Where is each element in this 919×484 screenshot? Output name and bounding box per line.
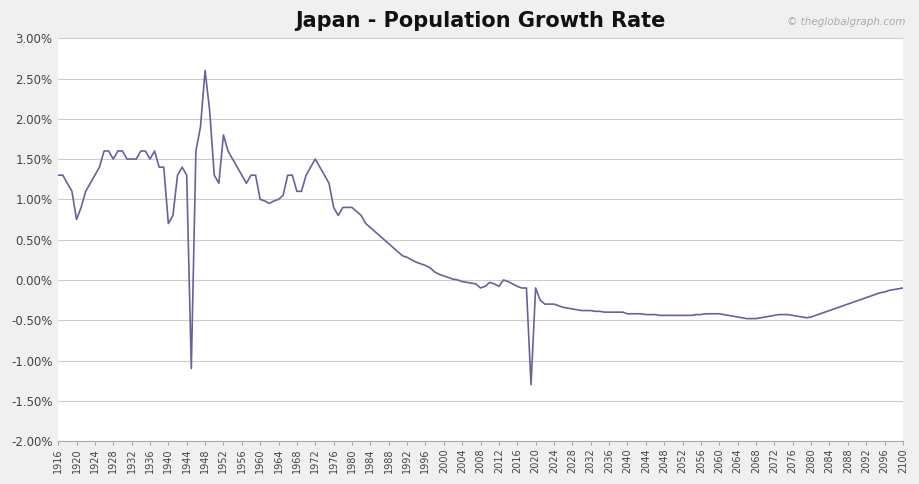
Title: Japan - Population Growth Rate: Japan - Population Growth Rate	[295, 11, 665, 31]
Text: © theglobalgraph.com: © theglobalgraph.com	[787, 17, 905, 27]
